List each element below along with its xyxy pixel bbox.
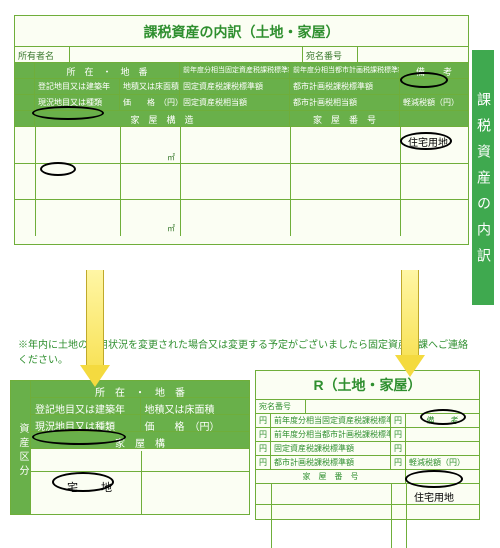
f1-r2-c3: 前年度分相当都市計画税課税標準額（円） [290, 63, 400, 78]
f1-r3-c3: 固定資産税課税標準額 [180, 79, 290, 94]
oval-jutaku-br [405, 470, 463, 488]
arrow-left [80, 270, 110, 387]
f1-r3-c4: 都市計画税課税標準額 [290, 79, 400, 94]
f1-r4-c3: 固定資産税相当額 [180, 95, 290, 110]
bottom-right-form: R（土地・家屋） 宛名番号 円 前年度分相当固定資産税課税標準額 円 備 考 円… [255, 370, 480, 520]
side-strip: 課税資産の内訳 [472, 50, 494, 305]
f1-r2-c1: 所 在 ・ 地 番 [35, 63, 180, 78]
f3-body: 住宅用地 [256, 483, 479, 548]
f3-value: 住宅用地 [414, 489, 454, 504]
arrow-right [395, 270, 425, 377]
oval-biko-top [400, 72, 448, 88]
oval-small-top [40, 162, 76, 176]
f1-r3-c1: 登記地目又は建築年 [35, 79, 120, 94]
f1-r1-c1: 所有者名 [15, 47, 70, 62]
f1-r1-c3: 宛名番号 [303, 47, 358, 62]
oval-biko-br [420, 409, 466, 425]
f1-r4-c4: 都市計画税相当額 [290, 95, 400, 110]
f2-r3b: 価 格 （円） [141, 415, 250, 431]
oval-jutaku-top [400, 132, 452, 150]
f1-r1-c2 [70, 47, 303, 62]
f1-r5-c2: 家 屋 番 号 [290, 111, 400, 126]
f1-r4-c5: 軽減税額（円） [400, 95, 468, 110]
oval-genkyo-bl [32, 429, 126, 445]
oval-takuchi [52, 472, 114, 492]
f3-keigen: 軽減税額（円） [406, 456, 479, 469]
f1-r4-c2: 価 格 （円） [120, 95, 180, 110]
top-form: 課税資産の内訳（土地・家屋） 所有者名 宛名番号 所 在 ・ 地 番 前年度分相… [14, 15, 469, 245]
f1-r1-c4 [358, 47, 468, 62]
f3-r0: 宛名番号 [256, 400, 306, 413]
f1-r2-c2: 前年度分相当固定資産税課税標準額（円） [180, 63, 290, 78]
form1-title: 課税資産の内訳（土地・家屋） [15, 16, 468, 46]
f1-r3-c2: 地積又は床面積 [120, 79, 180, 94]
f3-title: R（土地・家屋） [256, 371, 479, 399]
f2-r2b: 地積又は床面積 [141, 398, 250, 414]
f3-kaoku: 家 屋 番 号 [256, 470, 406, 483]
f1-side [15, 63, 35, 78]
f2-r2a: 登記地目又は建築年 [31, 398, 141, 414]
f2-r1: 所 在 ・ 地 番 [11, 381, 249, 398]
oval-genkyo-top [32, 106, 104, 120]
bottom-left-form: 資産区分 所 在 ・ 地 番 登記地目又は建築年 地積又は床面積 現況地目又は種… [10, 380, 250, 515]
f2-side: 資産区分 [11, 381, 31, 514]
